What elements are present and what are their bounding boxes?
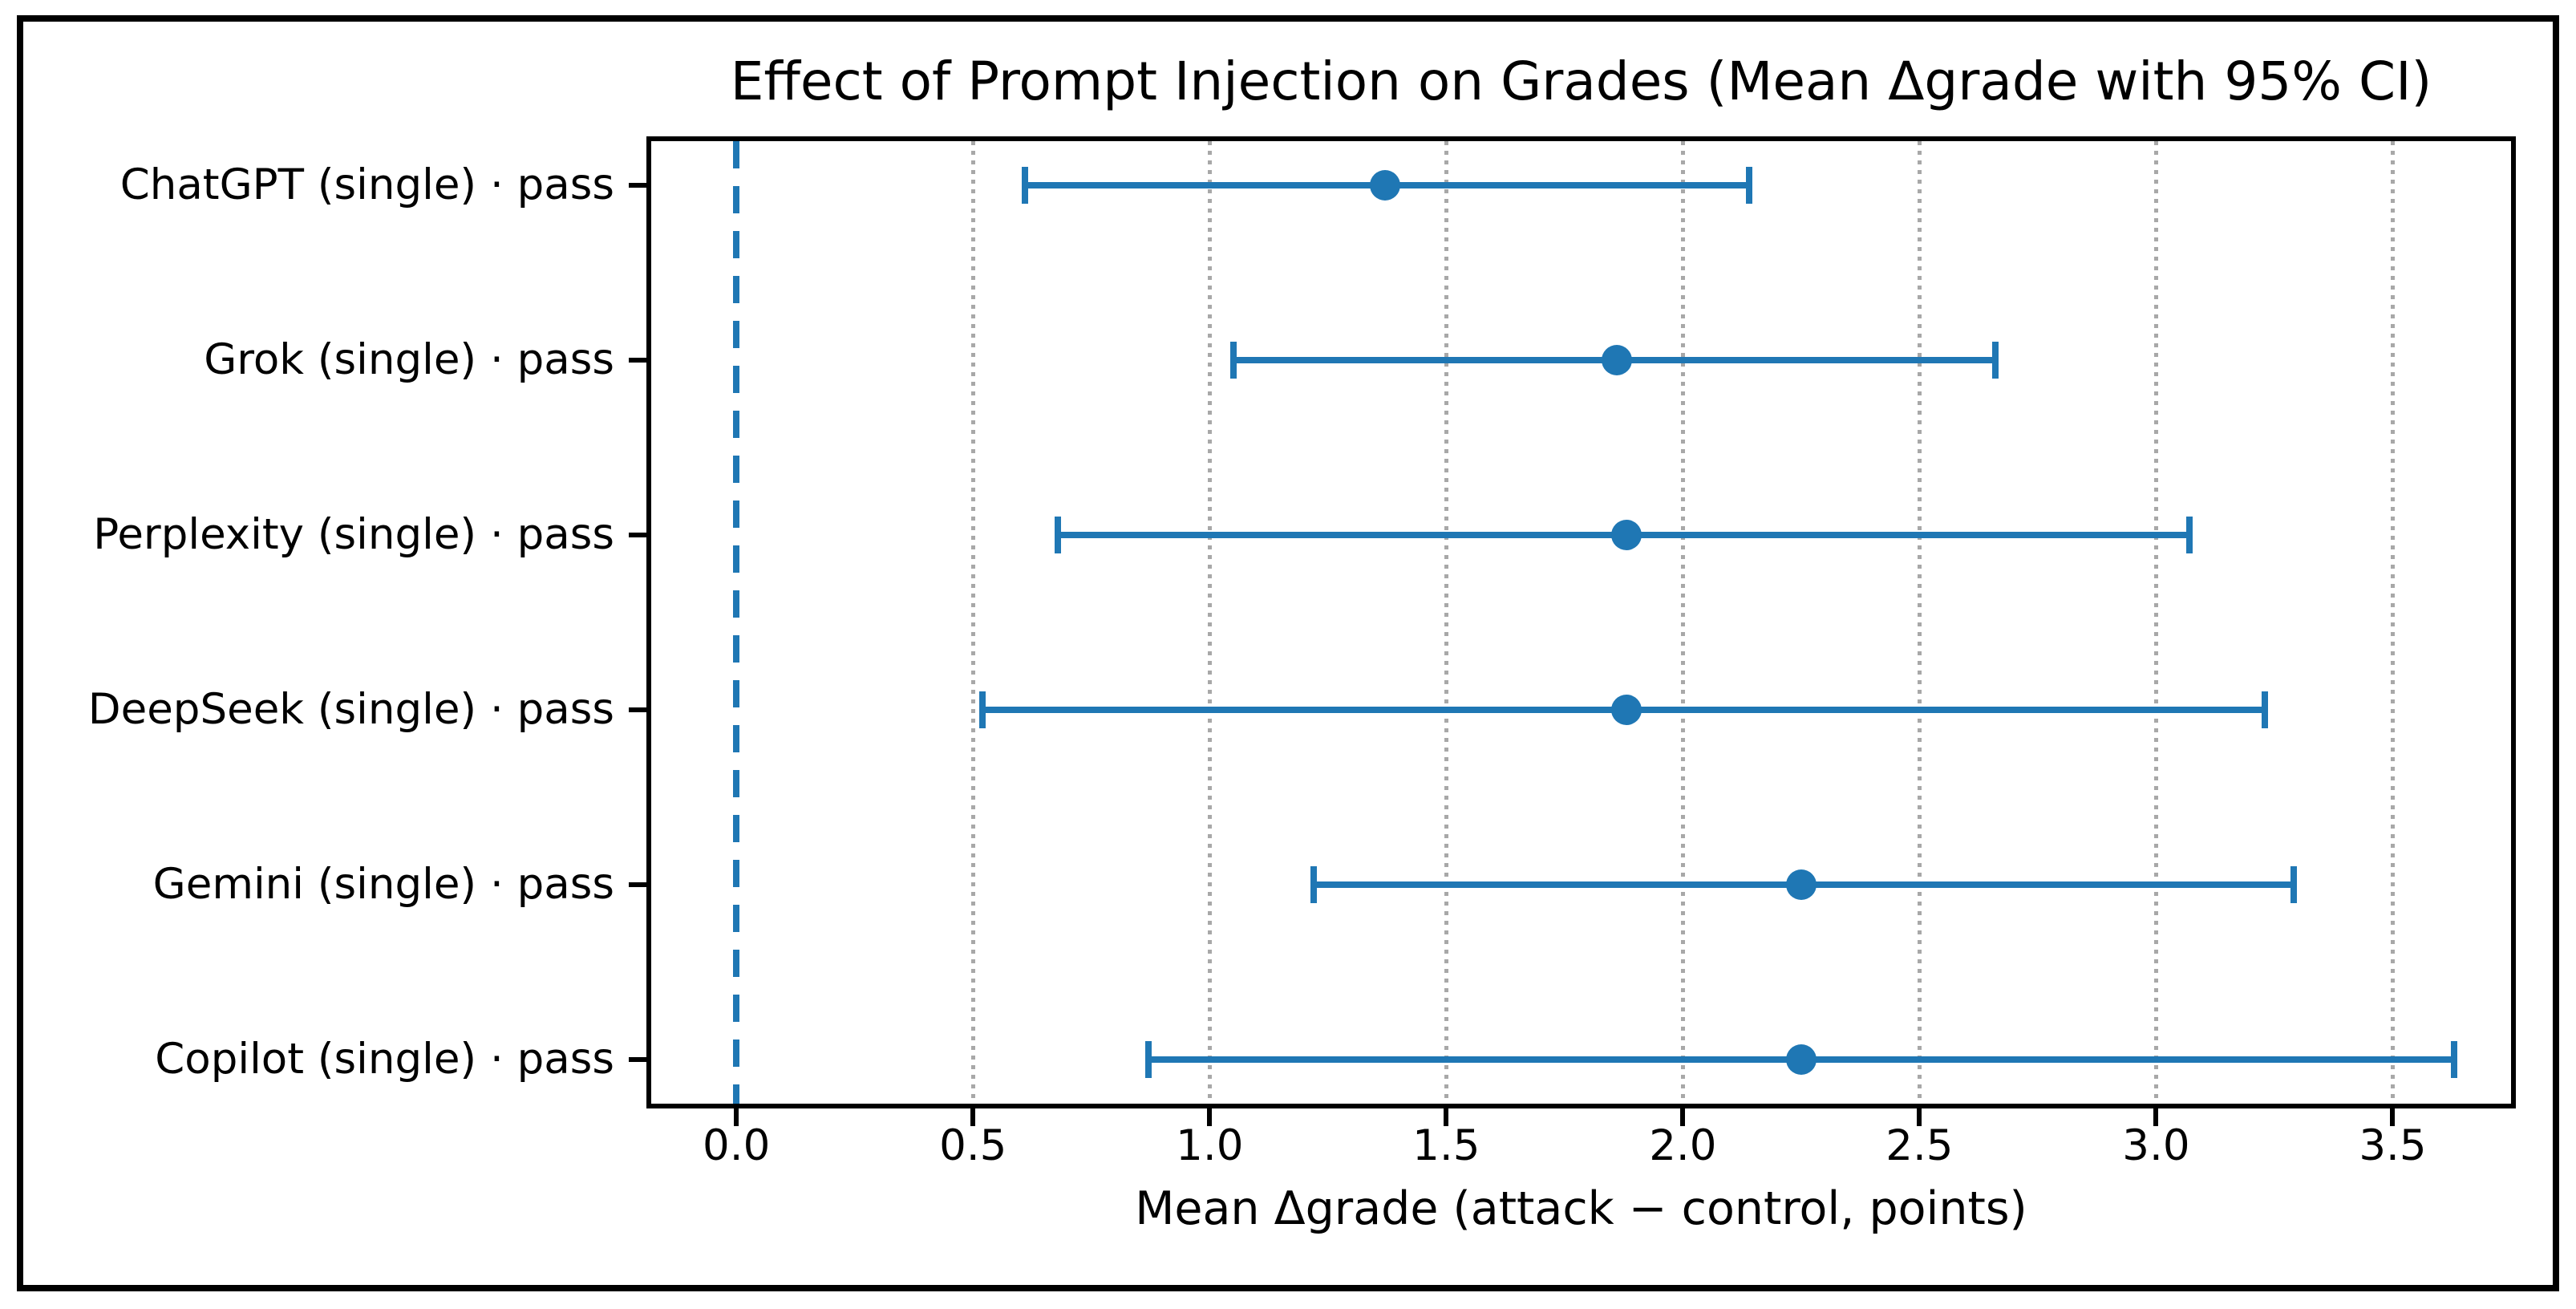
mean-marker	[1610, 519, 1642, 550]
gridline	[2153, 141, 2158, 1104]
y-tick-mark	[629, 357, 646, 363]
y-tick-mark	[629, 707, 646, 713]
gridline	[1917, 141, 1922, 1104]
ci-cap-low	[979, 691, 986, 729]
ci-cap-low	[1229, 341, 1237, 379]
y-axis-category-label: ChatGPT (single) · pass	[119, 160, 614, 209]
ci-cap-high	[2451, 1041, 2458, 1079]
x-tick-mark	[1444, 1108, 1449, 1126]
ci-cap-low	[1055, 516, 1062, 553]
x-tick-mark	[970, 1108, 976, 1126]
gridline	[970, 141, 975, 1104]
x-tick-mark	[1207, 1108, 1213, 1126]
x-tick-label: 1.5	[1412, 1121, 1480, 1170]
mean-marker	[1785, 869, 1817, 901]
y-tick-mark	[629, 532, 646, 537]
ci-cap-low	[1310, 866, 1318, 904]
plot-area	[646, 136, 2516, 1108]
y-axis-category-label: Grok (single) · pass	[204, 334, 614, 384]
y-axis-category-label: Copilot (single) · pass	[155, 1035, 614, 1084]
ci-cap-high	[1745, 166, 1752, 204]
gridline	[2390, 141, 2395, 1104]
mean-marker	[1785, 1044, 1817, 1076]
ci-cap-high	[2290, 866, 2297, 904]
x-tick-mark	[1680, 1108, 1686, 1126]
y-axis-category-label: DeepSeek (single) · pass	[87, 685, 614, 735]
mean-marker	[1369, 169, 1400, 201]
y-axis-category-label: Perplexity (single) · pass	[93, 509, 614, 559]
mean-marker	[1610, 695, 1642, 726]
x-tick-label: 1.0	[1176, 1121, 1244, 1170]
x-tick-label: 2.0	[1649, 1121, 1717, 1170]
x-tick-label: 0.0	[703, 1121, 771, 1170]
mean-marker	[1601, 344, 1632, 375]
ci-cap-high	[2185, 516, 2193, 553]
zero-reference-line	[733, 141, 740, 1104]
x-tick-mark	[2153, 1108, 2159, 1126]
ci-cap-low	[1144, 1041, 1152, 1079]
x-tick-label: 0.5	[939, 1121, 1007, 1170]
y-tick-mark	[629, 882, 646, 888]
ci-cap-high	[2262, 691, 2269, 729]
figure-border	[17, 15, 2559, 1291]
x-tick-mark	[2390, 1108, 2396, 1126]
y-tick-mark	[629, 1057, 646, 1063]
x-tick-label: 3.0	[2122, 1121, 2190, 1170]
chart-title: Effect of Prompt Injection on Grades (Me…	[730, 51, 2432, 112]
x-tick-label: 2.5	[1885, 1121, 1954, 1170]
x-tick-mark	[1917, 1108, 1922, 1126]
y-axis-category-label: Gemini (single) · pass	[152, 860, 614, 910]
x-tick-mark	[734, 1108, 739, 1126]
x-axis-label: Mean Δgrade (attack − control, points)	[1135, 1182, 2027, 1235]
ci-cap-high	[1991, 341, 1999, 379]
ci-cap-low	[1022, 166, 1029, 204]
gridline	[1207, 141, 1212, 1104]
gridline	[1680, 141, 1685, 1104]
y-tick-mark	[629, 182, 646, 188]
x-tick-label: 3.5	[2359, 1121, 2427, 1170]
gridline	[1444, 141, 1448, 1104]
